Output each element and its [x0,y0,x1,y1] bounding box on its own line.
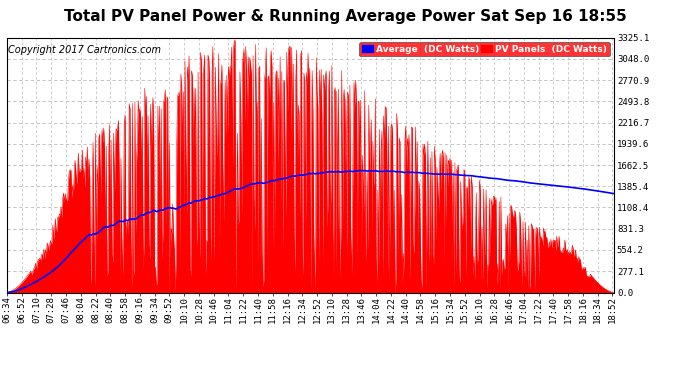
Legend: Average  (DC Watts), PV Panels  (DC Watts): Average (DC Watts), PV Panels (DC Watts) [359,42,609,56]
Text: Copyright 2017 Cartronics.com: Copyright 2017 Cartronics.com [8,45,161,55]
Text: Total PV Panel Power & Running Average Power Sat Sep 16 18:55: Total PV Panel Power & Running Average P… [63,9,627,24]
